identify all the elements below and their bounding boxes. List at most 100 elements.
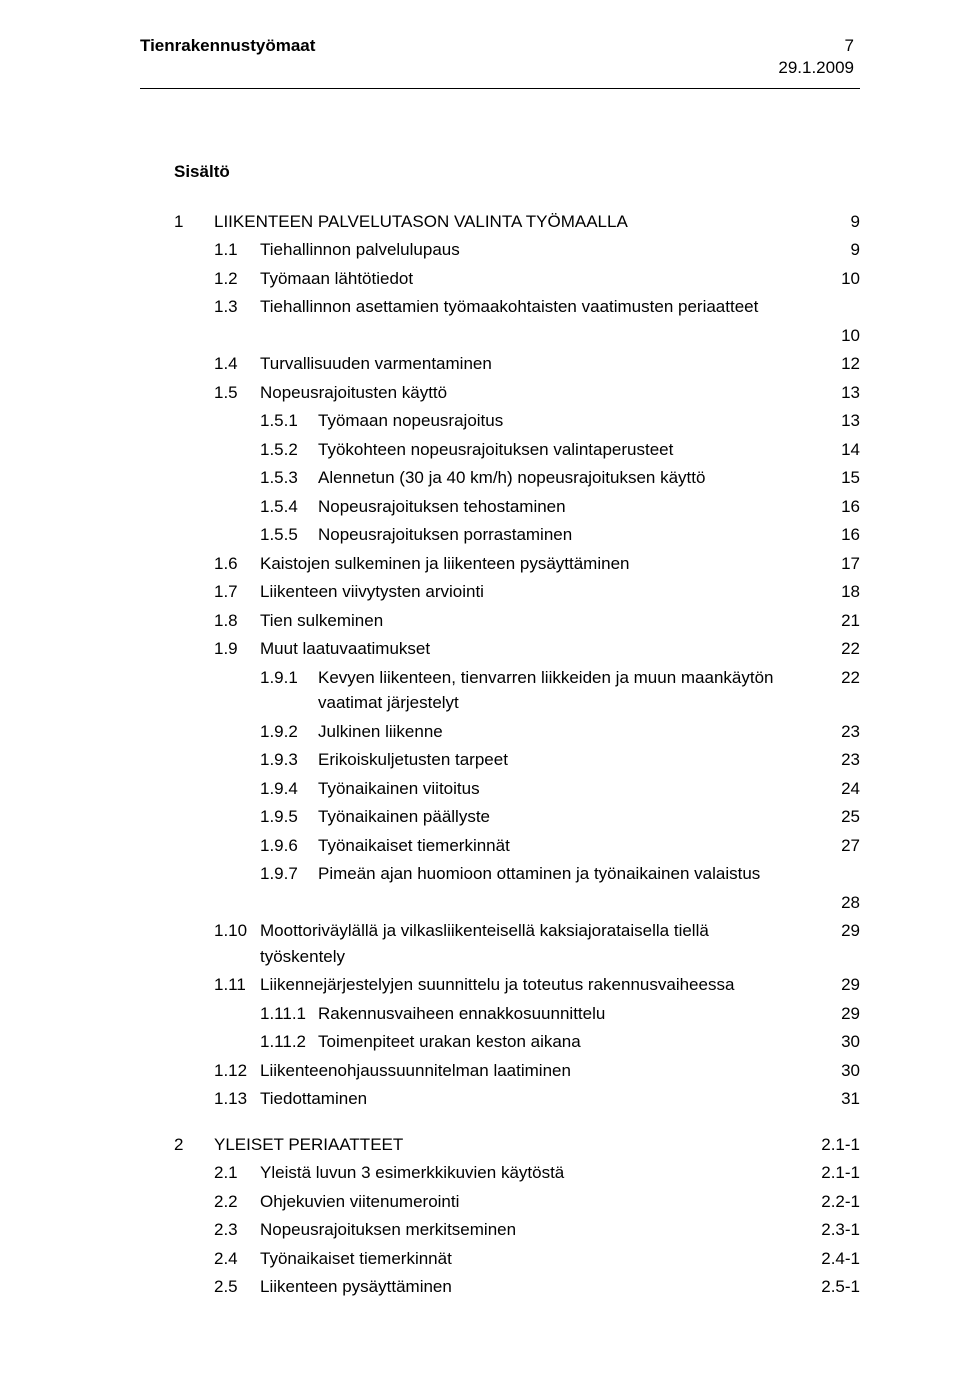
toc-entry-number: 1.9.6 xyxy=(260,833,318,859)
toc-entry-page: 13 xyxy=(810,380,860,406)
toc-entry-number: 1.5.5 xyxy=(260,522,318,548)
toc-entry: 1.3Tiehallinnon asettamien työmaakohtais… xyxy=(174,294,860,320)
toc-entry-page: 13 xyxy=(810,408,860,434)
toc-entry: 1.9.6Työnaikaiset tiemerkinnät27 xyxy=(174,833,860,859)
toc-entry-number: 1.11.1 xyxy=(260,1001,318,1027)
toc-entry: 1.7Liikenteen viivytysten arviointi18 xyxy=(174,579,860,605)
toc-entry: 1.9.3Erikoiskuljetusten tarpeet23 xyxy=(174,747,860,773)
toc-entry-page: 10 xyxy=(810,266,860,292)
toc-entry-label: Työmaan nopeusrajoitus xyxy=(318,408,810,434)
toc-entry-label: Työnaikaiset tiemerkinnät xyxy=(318,833,810,859)
toc-entry-label: Erikoiskuljetusten tarpeet xyxy=(318,747,810,773)
doc-title: Tienrakennustyömaat xyxy=(140,36,315,56)
toc-entry: 1.9.4Työnaikainen viitoitus24 xyxy=(174,776,860,802)
toc-entry: 2.2Ohjekuvien viitenumerointi2.2-1 xyxy=(174,1189,860,1215)
toc-entry-number: 2.1 xyxy=(214,1160,260,1186)
toc-entry-page: 15 xyxy=(810,465,860,491)
toc-entry-number: 1.7 xyxy=(214,579,260,605)
header-rule xyxy=(140,88,860,89)
toc-entry-number: 1.8 xyxy=(214,608,260,634)
toc-entry: 2.3Nopeusrajoituksen merkitseminen2.3-1 xyxy=(174,1217,860,1243)
toc-entry-number: 2.4 xyxy=(214,1246,260,1272)
toc-entry-number: 1.5 xyxy=(214,380,260,406)
toc-entry: 1.9.5Työnaikainen päällyste25 xyxy=(174,804,860,830)
toc-entry-label: Liikenteen viivytysten arviointi xyxy=(260,579,810,605)
toc-entry-label: Alennetun (30 ja 40 km/h) nopeusrajoituk… xyxy=(318,465,810,491)
toc-entry-page: 16 xyxy=(810,522,860,548)
toc-entry: 1.5.2Työkohteen nopeusrajoituksen valint… xyxy=(174,437,860,463)
toc-entry: 1.4Turvallisuuden varmentaminen12 xyxy=(174,351,860,377)
toc-entry-number: 1.11.2 xyxy=(260,1029,318,1055)
toc-entry-label: Liikenteenohjaussuunnitelman laatiminen xyxy=(260,1058,810,1084)
toc-entry-label: Työmaan lähtötiedot xyxy=(260,266,810,292)
toc-entry: 1.6Kaistojen sulkeminen ja liikenteen py… xyxy=(174,551,860,577)
toc-entry-label: Ohjekuvien viitenumerointi xyxy=(260,1189,810,1215)
toc-entry-number: 1.3 xyxy=(214,294,260,320)
toc-entry: 1.9.7Pimeän ajan huomioon ottaminen ja t… xyxy=(174,861,860,887)
toc-entry-number: 1.9.4 xyxy=(260,776,318,802)
toc-entry-label: LIIKENTEEN PALVELUTASON VALINTA TYÖMAALL… xyxy=(214,209,810,235)
toc-chapter: 1LIIKENTEEN PALVELUTASON VALINTA TYÖMAAL… xyxy=(174,209,860,1112)
toc-entry: 1.5.5Nopeusrajoituksen porrastaminen16 xyxy=(174,522,860,548)
toc-entry-number: 1.2 xyxy=(214,266,260,292)
page-number: 7 xyxy=(845,36,860,56)
toc-entry-page: 31 xyxy=(810,1086,860,1112)
toc-entry-number: 1 xyxy=(174,209,214,235)
toc-entry: 2YLEISET PERIAATTEET2.1-1 xyxy=(174,1132,860,1158)
toc-entry-number: 1.9.5 xyxy=(260,804,318,830)
toc-entry: 2.4Työnaikaiset tiemerkinnät2.4-1 xyxy=(174,1246,860,1272)
toc-entry: 1.11.2Toimenpiteet urakan keston aikana3… xyxy=(174,1029,860,1055)
toc-entry: 1.11Liikennejärjestelyjen suunnittelu ja… xyxy=(174,972,860,998)
toc-entry-number: 1.5.1 xyxy=(260,408,318,434)
toc-entry-page: 25 xyxy=(810,804,860,830)
toc-entry-number: 2.3 xyxy=(214,1217,260,1243)
toc-entry-page: 12 xyxy=(810,351,860,377)
toc-entry-number: 1.9.1 xyxy=(260,665,318,691)
toc-body: 1LIIKENTEEN PALVELUTASON VALINTA TYÖMAAL… xyxy=(174,209,860,1300)
toc-entry: 1.1Tiehallinnon palvelulupaus9 xyxy=(174,237,860,263)
toc-entry-page: 9 xyxy=(810,237,860,263)
toc-entry-page: 2.1-1 xyxy=(810,1132,860,1158)
toc-entry: 1.13Tiedottaminen31 xyxy=(174,1086,860,1112)
toc-entry: 1.2Työmaan lähtötiedot10 xyxy=(174,266,860,292)
toc-entry-number: 1.1 xyxy=(214,237,260,263)
toc-entry: 1.5.3Alennetun (30 ja 40 km/h) nopeusraj… xyxy=(174,465,860,491)
toc-entry-page: 2.3-1 xyxy=(810,1217,860,1243)
toc-entry-page: 18 xyxy=(810,579,860,605)
toc-entry-label: Nopeusrajoituksen merkitseminen xyxy=(260,1217,810,1243)
toc-entry-number: 1.5.2 xyxy=(260,437,318,463)
toc-entry-page: 2.4-1 xyxy=(810,1246,860,1272)
toc-entry: 2.5Liikenteen pysäyttäminen2.5-1 xyxy=(174,1274,860,1300)
toc-entry-label: Kevyen liikenteen, tienvarren liikkeiden… xyxy=(318,665,810,716)
toc-entry-label: Nopeusrajoituksen porrastaminen xyxy=(318,522,810,548)
toc-entry-label: Muut laatuvaatimukset xyxy=(260,636,810,662)
toc-entry-label: Toimenpiteet urakan keston aikana xyxy=(318,1029,810,1055)
toc-entry-label: Turvallisuuden varmentaminen xyxy=(260,351,810,377)
toc-entry: 1.5Nopeusrajoitusten käyttö13 xyxy=(174,380,860,406)
toc-entry: 1.11.1Rakennusvaiheen ennakkosuunnittelu… xyxy=(174,1001,860,1027)
toc-entry-page: 14 xyxy=(810,437,860,463)
toc-entry-label: Moottoriväylällä ja vilkasliikenteisellä… xyxy=(260,918,810,969)
page: Tienrakennustyömaat 7 29.1.2009 Sisältö … xyxy=(0,0,960,1381)
toc-entry-number: 1.13 xyxy=(214,1086,260,1112)
toc-entry-page: 17 xyxy=(810,551,860,577)
toc-entry-label: Liikennejärjestelyjen suunnittelu ja tot… xyxy=(260,972,810,998)
toc-entry: 1.9Muut laatuvaatimukset22 xyxy=(174,636,860,662)
toc-entry-label: Työnaikainen viitoitus xyxy=(318,776,810,802)
toc-entry-number: 1.9.2 xyxy=(260,719,318,745)
toc-entry: 1.10Moottoriväylällä ja vilkasliikenteis… xyxy=(174,918,860,969)
toc-entry-number: 1.5.4 xyxy=(260,494,318,520)
toc-entry-number: 1.6 xyxy=(214,551,260,577)
toc-entry-page: 30 xyxy=(810,1029,860,1055)
toc-entry: 1.8Tien sulkeminen21 xyxy=(174,608,860,634)
toc-title: Sisältö xyxy=(174,159,860,185)
toc-entry-page-line: 28 xyxy=(174,890,860,916)
toc-entry: 1.9.2Julkinen liikenne23 xyxy=(174,719,860,745)
toc-entry-page: 29 xyxy=(810,918,860,944)
toc-entry-label: Rakennusvaiheen ennakkosuunnittelu xyxy=(318,1001,810,1027)
toc-entry-page: 29 xyxy=(810,972,860,998)
toc-entry-number: 1.5.3 xyxy=(260,465,318,491)
toc-entry-page-line: 10 xyxy=(174,323,860,349)
toc-entry-label: Pimeän ajan huomioon ottaminen ja työnai… xyxy=(318,861,810,887)
toc-entry-label: Tiehallinnon palvelulupaus xyxy=(260,237,810,263)
